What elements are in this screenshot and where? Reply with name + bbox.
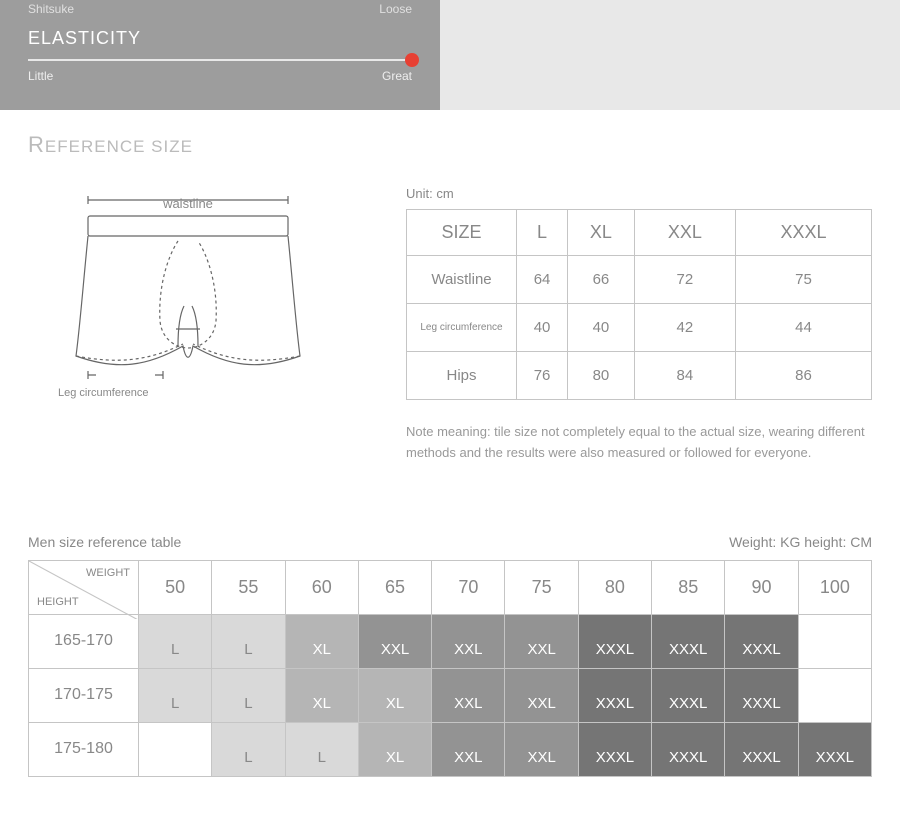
reference-size-title: REFERENCE SIZE bbox=[28, 132, 872, 158]
height-row-label: 170-175 bbox=[29, 668, 139, 722]
reference-table: WEIGHT HEIGHT 505560657075808590100 165-170… bbox=[28, 560, 872, 777]
height-row-label: 175-180 bbox=[29, 722, 139, 776]
ref-cell: XXXL bbox=[652, 614, 725, 668]
ref-cell: XXXL bbox=[578, 668, 651, 722]
ref-cell: XXXL bbox=[652, 668, 725, 722]
slider-max-label: Great bbox=[382, 69, 412, 83]
size-cell: 40 bbox=[517, 304, 568, 352]
weight-header-65: 65 bbox=[358, 560, 431, 614]
shitsuke-left-label: Shitsuke bbox=[28, 2, 74, 16]
size-cell: 80 bbox=[568, 352, 635, 400]
size-cell: 75 bbox=[735, 256, 871, 304]
ref-cell: L bbox=[212, 614, 285, 668]
ref-cell: XL bbox=[358, 668, 431, 722]
garment-diagram: waistline Leg circumference bbox=[28, 186, 358, 421]
slider-labels: Little Great bbox=[28, 69, 412, 83]
ref-cell: XXL bbox=[432, 668, 505, 722]
ref-title-right: Weight: KG height: CM bbox=[729, 534, 872, 550]
ref-cell: L bbox=[139, 668, 212, 722]
size-cell: 66 bbox=[568, 256, 635, 304]
weight-header-50: 50 bbox=[139, 560, 212, 614]
size-header-L: L bbox=[517, 210, 568, 256]
weight-header-55: 55 bbox=[212, 560, 285, 614]
ref-cell: XXXL bbox=[578, 722, 651, 776]
ref-cell: XXXL bbox=[725, 668, 798, 722]
ref-cell: XXL bbox=[505, 668, 578, 722]
size-header-XXL: XXL bbox=[634, 210, 735, 256]
ref-cell: XL bbox=[358, 722, 431, 776]
size-header-XL: XL bbox=[568, 210, 635, 256]
weight-header-80: 80 bbox=[578, 560, 651, 614]
top-section: Shitsuke Loose ELASTICITY Little Great bbox=[0, 0, 900, 110]
ref-title-left: Men size reference table bbox=[28, 534, 181, 550]
weight-header-60: 60 bbox=[285, 560, 358, 614]
size-cell: 44 bbox=[735, 304, 871, 352]
ref-cell: L bbox=[212, 722, 285, 776]
size-row-label: Leg circumference bbox=[407, 304, 517, 352]
ref-cell: XXL bbox=[505, 614, 578, 668]
ref-cell bbox=[798, 668, 871, 722]
size-header-XXXL: XXXL bbox=[735, 210, 871, 256]
weight-header-75: 75 bbox=[505, 560, 578, 614]
elasticity-slider-track bbox=[28, 59, 412, 61]
ref-cell: L bbox=[212, 668, 285, 722]
waistline-dim-label: waistline bbox=[162, 196, 213, 211]
elasticity-slider-knob bbox=[405, 53, 419, 67]
ref-cell: XXL bbox=[358, 614, 431, 668]
ref-cell: L bbox=[285, 722, 358, 776]
elasticity-title: ELASTICITY bbox=[28, 28, 412, 49]
ref-cell: XL bbox=[285, 668, 358, 722]
size-cell: 72 bbox=[634, 256, 735, 304]
ref-cell: XXXL bbox=[578, 614, 651, 668]
shitsuke-right-label: Loose bbox=[379, 2, 412, 16]
ref-cell: XXXL bbox=[798, 722, 871, 776]
ref-corner-cell: WEIGHT HEIGHT bbox=[29, 560, 139, 614]
size-note: Note meaning: tile size not completely e… bbox=[406, 422, 872, 464]
ref-header: Men size reference table Weight: KG heig… bbox=[28, 534, 872, 550]
size-table: SIZELXLXXLXXXL Waistline64667275 Leg circu… bbox=[406, 209, 872, 400]
size-cell: 42 bbox=[634, 304, 735, 352]
ref-cell: XXXL bbox=[725, 722, 798, 776]
top-right-blank bbox=[440, 0, 900, 110]
ref-cell bbox=[139, 722, 212, 776]
size-cell: 64 bbox=[517, 256, 568, 304]
weight-header-70: 70 bbox=[432, 560, 505, 614]
size-header-label: SIZE bbox=[407, 210, 517, 256]
size-cell: 40 bbox=[568, 304, 635, 352]
leg-circ-dim-label: Leg circumference bbox=[58, 387, 149, 399]
size-row-label: Hips bbox=[407, 352, 517, 400]
weight-header-85: 85 bbox=[652, 560, 725, 614]
size-cell: 76 bbox=[517, 352, 568, 400]
ref-cell: XXL bbox=[505, 722, 578, 776]
elasticity-panel: Shitsuke Loose ELASTICITY Little Great bbox=[0, 0, 440, 110]
corner-height-label: HEIGHT bbox=[37, 596, 79, 608]
size-cell: 84 bbox=[634, 352, 735, 400]
size-row-label: Waistline bbox=[407, 256, 517, 304]
ref-cell: XXXL bbox=[652, 722, 725, 776]
ref-cell: XXL bbox=[432, 722, 505, 776]
shitsuke-row: Shitsuke Loose bbox=[28, 0, 412, 16]
ref-cell: XXXL bbox=[725, 614, 798, 668]
corner-weight-label: WEIGHT bbox=[86, 567, 130, 579]
ref-cell bbox=[798, 614, 871, 668]
weight-header-90: 90 bbox=[725, 560, 798, 614]
ref-cell: XXL bbox=[432, 614, 505, 668]
unit-label: Unit: cm bbox=[406, 186, 872, 201]
height-row-label: 165-170 bbox=[29, 614, 139, 668]
slider-min-label: Little bbox=[28, 69, 53, 83]
size-cell: 86 bbox=[735, 352, 871, 400]
weight-header-100: 100 bbox=[798, 560, 871, 614]
ref-cell: XL bbox=[285, 614, 358, 668]
ref-cell: L bbox=[139, 614, 212, 668]
